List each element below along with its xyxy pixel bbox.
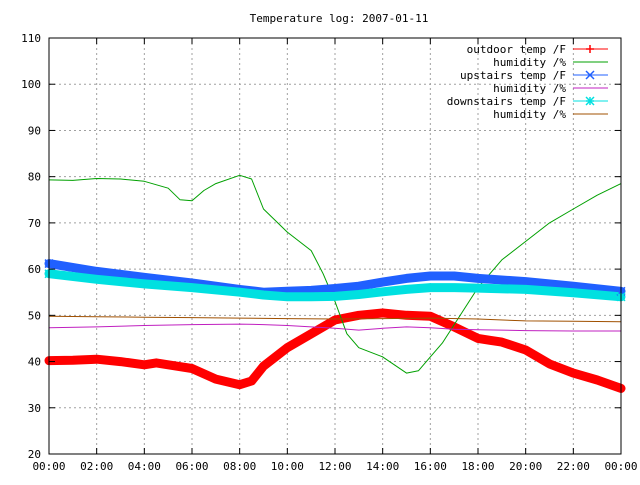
y-tick-label: 100 bbox=[21, 78, 41, 91]
legend-label-1: outdoor temp /F bbox=[467, 43, 566, 56]
y-tick-label: 60 bbox=[28, 263, 41, 276]
x-tick-label: 08:00 bbox=[223, 460, 256, 473]
legend-marker-1 bbox=[586, 45, 594, 53]
x-tick-label: 04:00 bbox=[128, 460, 161, 473]
marker-stroke bbox=[585, 96, 595, 106]
series-line-3 bbox=[44, 259, 626, 297]
legend-label-3: upstairs temp /F bbox=[460, 69, 566, 82]
y-tick-label: 80 bbox=[28, 171, 41, 184]
grid-layer bbox=[49, 38, 621, 454]
x-tick-label: 00:00 bbox=[604, 460, 637, 473]
y-tick-label: 70 bbox=[28, 217, 41, 230]
x-tick-label: 20:00 bbox=[509, 460, 542, 473]
x-tick-label: 06:00 bbox=[175, 460, 208, 473]
axis-layer: 20 30 40 50 60 70 80 90 100 110 00:00 02:00 04:00 06:… bbox=[21, 32, 637, 473]
x-tick-label: 22:00 bbox=[557, 460, 590, 473]
legend-label-2: humidity /% bbox=[493, 56, 566, 69]
legend-label-5: downstairs temp /F bbox=[447, 95, 566, 108]
legend-marker-5 bbox=[585, 96, 595, 106]
x-tick-label: 12:00 bbox=[318, 460, 351, 473]
x-tick-label: 02:00 bbox=[80, 460, 113, 473]
marker-stroke bbox=[585, 70, 595, 80]
y-tick-label: 40 bbox=[28, 356, 41, 369]
series-line-4 bbox=[48, 323, 622, 332]
x-tick-label: 00:00 bbox=[32, 460, 65, 473]
x-tick-label: 10:00 bbox=[271, 460, 304, 473]
series-layer bbox=[44, 174, 626, 393]
series-line-1 bbox=[44, 308, 626, 393]
y-tick-label: 50 bbox=[28, 309, 41, 322]
y-tick-label: 90 bbox=[28, 124, 41, 137]
x-tick-label: 14:00 bbox=[366, 460, 399, 473]
x-tick-label: 16:00 bbox=[414, 460, 447, 473]
series-line-5 bbox=[44, 269, 626, 302]
y-tick-label: 110 bbox=[21, 32, 41, 45]
legend-marker-3 bbox=[585, 70, 595, 80]
legend-label-6: humidity /% bbox=[493, 108, 566, 121]
series-line-6 bbox=[48, 315, 622, 323]
y-tick-label: 20 bbox=[28, 448, 41, 461]
y-tick-label: 30 bbox=[28, 402, 41, 415]
legend-label-4: humidity /% bbox=[493, 82, 566, 95]
chart-title: Temperature log: 2007-01-11 bbox=[250, 12, 429, 25]
x-tick-label: 18:00 bbox=[461, 460, 494, 473]
